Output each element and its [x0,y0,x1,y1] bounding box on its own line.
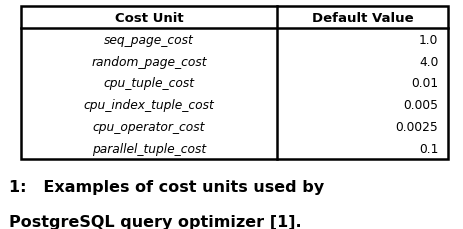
Text: 1:   Examples of cost units used by: 1: Examples of cost units used by [9,179,324,194]
Text: 0.1: 0.1 [418,142,438,155]
Text: random_page_cost: random_page_cost [91,55,206,68]
Text: cpu_tuple_cost: cpu_tuple_cost [103,77,194,90]
Text: 0.0025: 0.0025 [395,120,438,134]
Text: 1.0: 1.0 [418,33,438,46]
Text: Cost Unit: Cost Unit [114,12,183,25]
Text: seq_page_cost: seq_page_cost [104,33,194,46]
Text: 0.01: 0.01 [411,77,438,90]
Text: 0.005: 0.005 [403,99,438,112]
Text: Default Value: Default Value [311,12,413,25]
Text: cpu_operator_cost: cpu_operator_cost [93,120,205,134]
Text: cpu_index_tuple_cost: cpu_index_tuple_cost [83,99,214,112]
Text: 4.0: 4.0 [418,55,438,68]
Text: parallel_tuple_cost: parallel_tuple_cost [92,142,206,155]
Text: PostgreSQL query optimizer [1].: PostgreSQL query optimizer [1]. [9,214,301,229]
